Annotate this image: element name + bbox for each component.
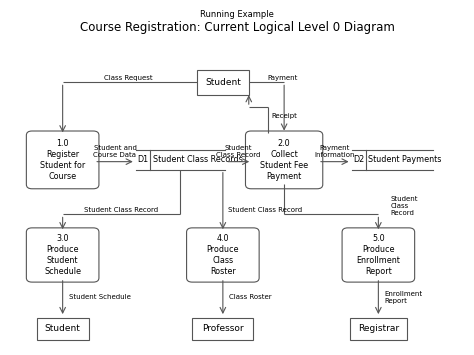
Text: Student Class Record: Student Class Record	[228, 207, 301, 213]
Text: Class Request: Class Request	[104, 75, 153, 81]
Text: Student Class Record: Student Class Record	[84, 207, 159, 213]
FancyBboxPatch shape	[350, 317, 407, 340]
Text: Student: Student	[205, 78, 241, 87]
Text: Student and
Course Data: Student and Course Data	[93, 145, 137, 158]
Text: 4.0
Produce
Class
Roster: 4.0 Produce Class Roster	[207, 234, 239, 276]
Text: 2.0
Collect
Student Fee
Payment: 2.0 Collect Student Fee Payment	[260, 139, 308, 181]
Text: Student
Class
Record: Student Class Record	[390, 196, 418, 216]
Text: Course Registration: Current Logical Level 0 Diagram: Course Registration: Current Logical Lev…	[80, 21, 394, 34]
Text: Receipt: Receipt	[271, 113, 297, 119]
Text: 3.0
Produce
Student
Schedule: 3.0 Produce Student Schedule	[44, 234, 81, 276]
FancyBboxPatch shape	[192, 317, 254, 340]
Text: Payment
Information: Payment Information	[314, 145, 355, 158]
FancyBboxPatch shape	[246, 131, 323, 189]
Text: Student Schedule: Student Schedule	[69, 294, 131, 300]
FancyBboxPatch shape	[342, 228, 415, 282]
Text: 5.0
Produce
Enrollment
Report: 5.0 Produce Enrollment Report	[356, 234, 401, 276]
Text: Student
Class Record: Student Class Record	[216, 145, 261, 158]
Text: Student: Student	[45, 324, 81, 333]
Text: D2: D2	[354, 155, 365, 164]
Text: Payment: Payment	[268, 75, 298, 81]
Text: Registrar: Registrar	[358, 324, 399, 333]
Text: 1.0
Register
Student for
Course: 1.0 Register Student for Course	[40, 139, 85, 181]
FancyBboxPatch shape	[197, 70, 249, 95]
Text: Running Example: Running Example	[200, 10, 274, 19]
Text: Enrollment
Report: Enrollment Report	[384, 291, 423, 304]
FancyBboxPatch shape	[187, 228, 259, 282]
Text: D1: D1	[137, 155, 149, 164]
Text: Professor: Professor	[202, 324, 244, 333]
Text: Student Class Records: Student Class Records	[153, 155, 243, 164]
Text: Student Payments: Student Payments	[368, 155, 441, 164]
FancyBboxPatch shape	[36, 317, 89, 340]
Text: Class Roster: Class Roster	[229, 294, 272, 300]
FancyBboxPatch shape	[27, 228, 99, 282]
FancyBboxPatch shape	[27, 131, 99, 189]
